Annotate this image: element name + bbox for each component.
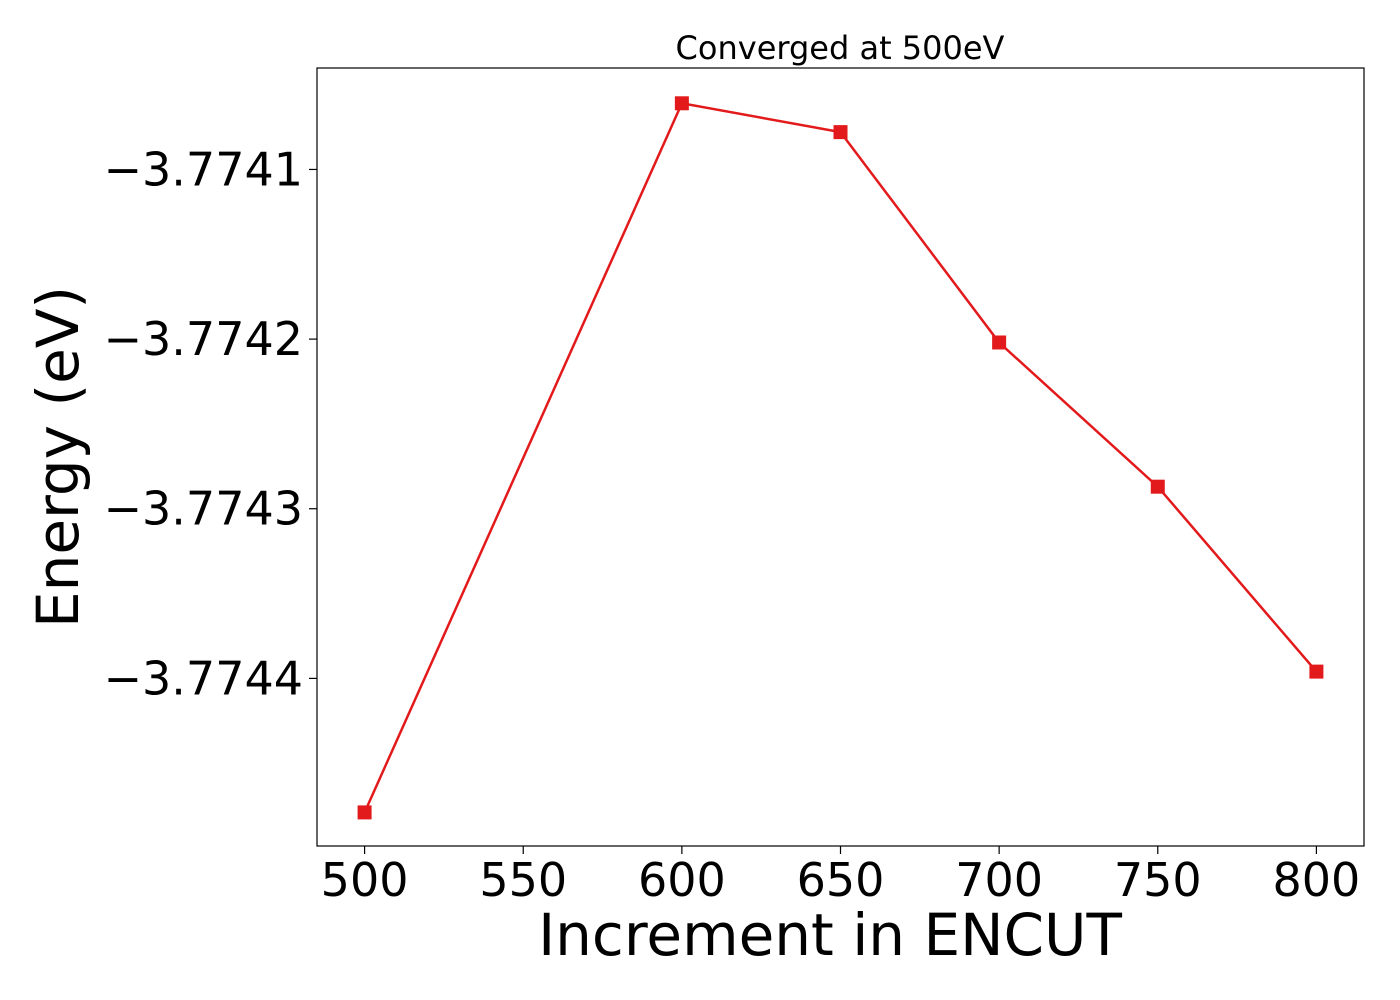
plot-frame	[316, 67, 1365, 847]
data-point	[992, 335, 1007, 350]
x-axis: 500 550 600 650 700 750 800	[321, 846, 1361, 907]
data-point	[674, 96, 689, 111]
data-point	[833, 125, 848, 140]
y-tick-label: −3.7742	[104, 312, 304, 366]
data-point	[1150, 479, 1165, 494]
x-tick-label: 550	[479, 853, 567, 907]
y-tick-label: −3.7741	[104, 142, 304, 196]
y-axis: −3.7741 −3.7742 −3.7743 −3.7744	[104, 142, 317, 705]
x-tick-label: 800	[1273, 853, 1361, 907]
x-tick-label: 650	[797, 853, 885, 907]
y-axis-label: Energy (eV)	[24, 286, 92, 628]
chart-title: Converged at 500eV	[676, 29, 1005, 67]
x-tick-label: 500	[321, 853, 409, 907]
data-point	[357, 805, 372, 820]
y-tick-label: −3.7744	[104, 651, 304, 705]
data-point	[1309, 664, 1324, 679]
x-tick-label: 750	[1114, 853, 1202, 907]
y-tick-label: −3.7743	[104, 482, 304, 536]
series-line	[363, 101, 1318, 813]
x-axis-label: Increment in ENCUT	[538, 901, 1122, 969]
plot-area	[357, 96, 1324, 820]
x-tick-label: 600	[638, 853, 726, 907]
x-tick-label: 700	[955, 853, 1043, 907]
